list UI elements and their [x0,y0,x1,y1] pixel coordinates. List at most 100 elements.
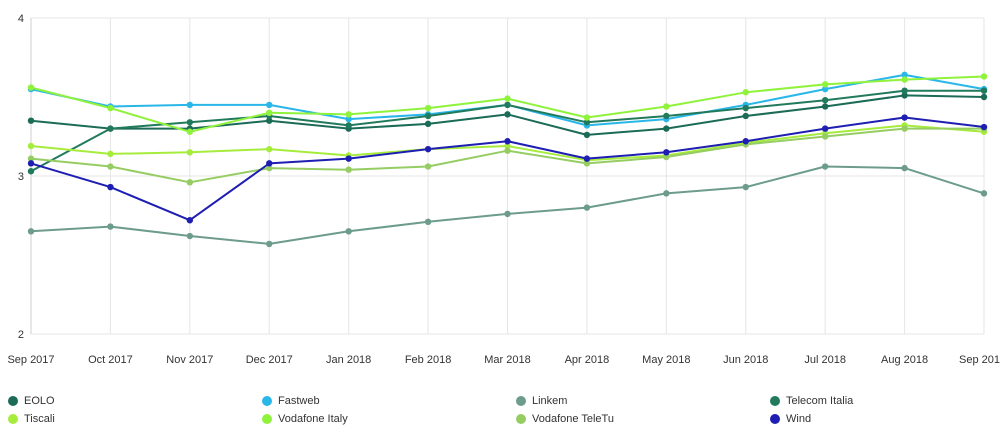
legend-swatch [8,414,18,424]
data-point-linkem [583,204,591,211]
data-point-telecom-italia [107,125,114,132]
data-point-vodafone-teletu [27,155,35,162]
data-point-eolo [663,125,670,132]
x-tick-label: Oct 2017 [88,354,133,366]
data-point-wind [504,138,511,145]
data-point-fastweb [345,115,352,123]
data-point-vodafone-teletu [107,163,114,170]
data-point-linkem [186,232,194,240]
data-point-linkem [107,223,114,230]
data-point-vodafone-teletu [901,125,908,132]
data-point-eolo [266,117,273,124]
data-point-fastweb [821,85,829,93]
x-tick-label: May 2018 [642,354,690,366]
legend-label: Fastweb [278,395,320,407]
data-point-linkem [27,228,35,235]
y-tick-label: 3 [18,171,24,183]
series-points [27,71,988,248]
legend-item-vodafone-teletu[interactable]: Vodafone TeleTu [516,410,614,428]
legend-item-wind[interactable]: Wind [770,410,811,428]
x-tick-label: Apr 2018 [565,354,610,366]
legend-item-tiscali[interactable]: Tiscali [8,410,55,428]
x-tick-label: Sep 201 [959,354,1000,366]
data-point-vodafone-italy [186,128,194,135]
legend-item-eolo[interactable]: EOLO [8,392,55,410]
legend-label: Wind [786,413,812,425]
x-tick-label: Feb 2018 [405,354,451,366]
data-point-vodafone-teletu [821,133,829,140]
data-point-linkem [901,164,908,172]
data-point-telecom-italia [27,168,35,175]
data-point-eolo [821,103,829,110]
data-point-wind [980,123,988,131]
data-point-wind [583,155,591,162]
data-point-telecom-italia [980,87,988,94]
data-point-eolo [583,131,591,139]
legend-swatch [262,414,272,424]
axes: 2 3 4 Sep 2017 Oct 2017 Nov 2017 Dec 2017 Jan 2… [7,13,1000,366]
data-point-linkem [821,163,829,170]
x-tick-label: Aug 2018 [881,354,928,366]
data-point-tiscali [266,145,273,153]
data-point-linkem [266,240,273,248]
data-point-vodafone-teletu [266,164,273,172]
data-point-linkem [980,190,988,197]
data-point-vodafone-italy [424,104,432,112]
data-point-vodafone-teletu [186,179,194,186]
data-point-eolo [901,92,908,99]
data-point-vodafone-teletu [504,147,511,154]
data-point-vodafone-italy [901,76,908,83]
data-point-linkem [424,218,432,226]
legend-label: Vodafone TeleTu [532,413,614,425]
data-point-fastweb [266,101,273,109]
data-point-wind [742,138,749,145]
data-point-eolo [504,111,511,118]
data-point-wind [266,160,273,167]
legend-swatch [770,414,780,424]
grid [30,17,985,335]
legend-label: Telecom Italia [786,395,854,407]
x-tick-label: Sep 2017 [7,354,54,366]
data-point-tiscali [186,149,194,156]
data-point-wind [901,114,908,121]
data-point-vodafone-italy [504,95,511,102]
data-point-linkem [742,183,749,191]
legend-swatch [516,414,526,424]
data-point-wind [107,183,114,191]
x-tick-label: Jan 2018 [326,354,371,366]
data-point-telecom-italia [186,119,194,126]
legend-swatch [516,396,526,406]
data-point-vodafone-italy [107,104,114,112]
x-tick-label: Dec 2017 [246,354,293,366]
legend-item-linkem[interactable]: Linkem [516,392,567,410]
x-tick-label: Jun 2018 [723,354,768,366]
data-point-wind [821,125,829,132]
data-point-vodafone-italy [663,103,670,110]
data-point-vodafone-italy [27,84,35,91]
legend-item-fastweb[interactable]: Fastweb [262,392,320,410]
data-point-wind [27,160,35,167]
data-point-vodafone-teletu [345,166,352,173]
legend-label: Vodafone Italy [278,413,348,425]
data-point-tiscali [107,150,114,158]
data-point-vodafone-italy [583,114,591,121]
legend-swatch [8,396,18,406]
data-point-wind [186,217,194,224]
data-point-telecom-italia [504,101,511,109]
data-point-fastweb [901,71,908,79]
x-tick-label: Jul 2018 [804,354,846,366]
legend-item-vodafone-italy[interactable]: Vodafone Italy [262,410,348,428]
data-point-wind [424,145,432,153]
chart-legend: EOLO Fastweb Linkem Telecom Italia Tiscali Vo… [0,390,1000,438]
x-tick-label: Mar 2018 [484,354,530,366]
data-point-vodafone-teletu [424,163,432,170]
data-point-tiscali [504,142,511,150]
data-point-vodafone-teletu [583,160,591,167]
data-point-telecom-italia [583,119,591,126]
legend-item-telecom-italia[interactable]: Telecom Italia [770,392,853,410]
data-point-vodafone-italy [266,109,273,117]
legend-label: EOLO [24,395,55,407]
data-point-wind [345,155,352,162]
data-point-linkem [504,210,511,218]
data-point-vodafone-italy [821,81,829,88]
